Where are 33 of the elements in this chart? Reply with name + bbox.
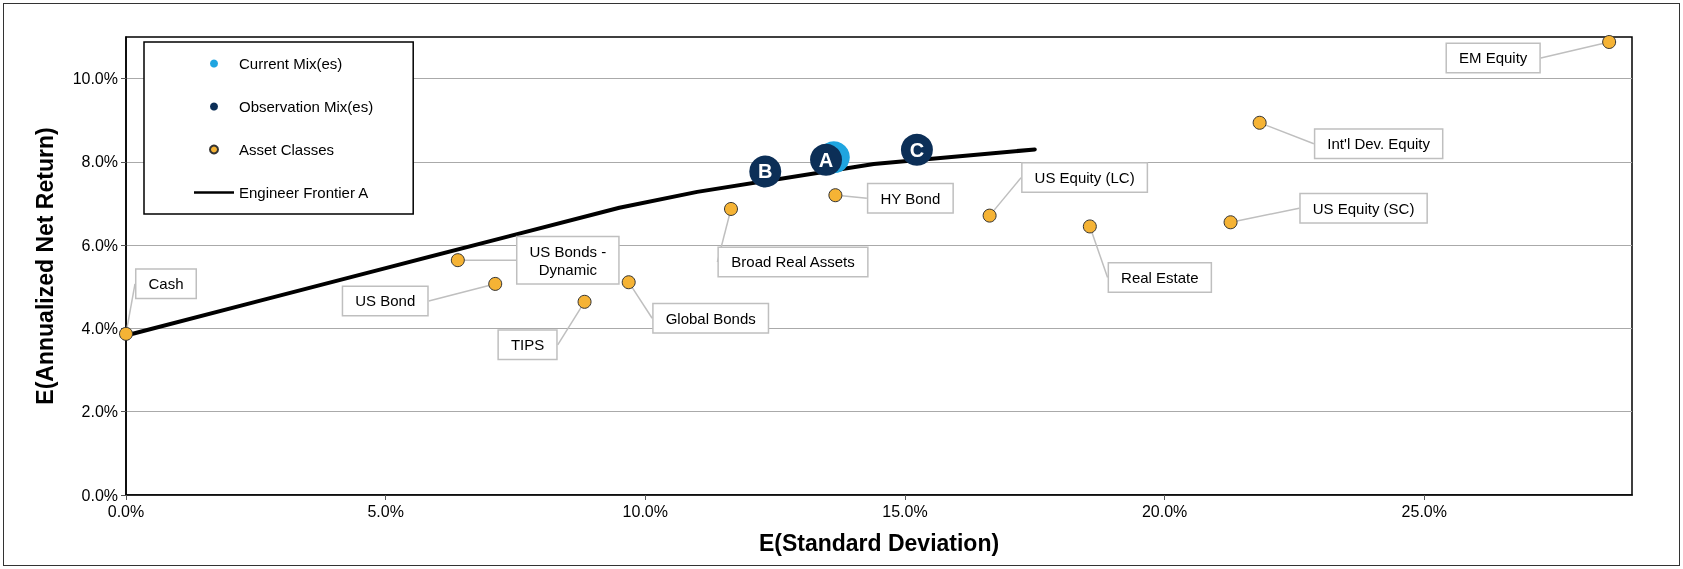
x-tick-label: 5.0% [367,502,404,520]
data-label: C [909,138,925,161]
x-tick-label: 20.0% [1141,502,1188,520]
x-tick-label: 15.0% [882,502,928,520]
data-label: Global Bonds [665,309,756,327]
y-tick-label: 10.0% [72,70,118,88]
legend-label: Asset Classes [239,141,335,158]
data-label: HY Bond [880,189,941,207]
y-tick-label: 8.0% [81,153,118,171]
data-label: Cash [148,275,184,293]
data-label: US Equity (SC) [1312,199,1415,217]
x-tick-label: 25.0% [1401,502,1447,520]
data-label: US Bonds - Dynamic [529,242,607,278]
legend-label: Observation Mix(es) [239,98,374,115]
data-label: B [758,160,773,183]
y-axis-title: E(Annualized Net Return) [31,127,58,405]
y-tick-label: 4.0% [81,319,118,337]
data-label: Broad Real Assets [731,253,855,271]
x-tick-label: 0.0% [107,502,145,520]
y-tick-label: 2.0% [81,403,118,421]
data-label: Int'l Dev. Equity [1327,135,1431,153]
legend-label: Engineer Frontier A [239,184,369,201]
data-label: Real Estate [1121,268,1199,286]
data-label: US Bond [355,292,416,310]
y-tick-label: 0.0% [81,486,118,504]
data-label: A [818,148,834,171]
x-tick-label: 10.0% [622,502,668,520]
data-label: EM Equity [1458,49,1528,67]
x-axis-title: E(Standard Deviation) [758,529,1000,556]
y-tick-label: 6.0% [81,236,118,254]
legend-label: Current Mix(es) [239,55,343,72]
data-label: US Equity (LC) [1034,169,1135,187]
data-label: TIPS [510,336,545,354]
